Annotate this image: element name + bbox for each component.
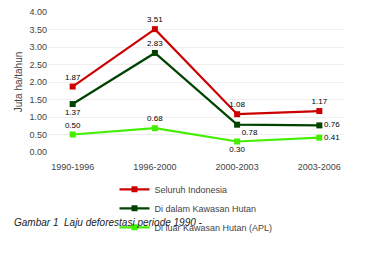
svg-text:Juta ha/tahun: Juta ha/tahun bbox=[13, 52, 24, 113]
svg-text:4.00: 4.00 bbox=[29, 7, 47, 17]
svg-text:1.17: 1.17 bbox=[312, 97, 328, 106]
svg-text:0.68: 0.68 bbox=[147, 114, 163, 123]
svg-text:0.78: 0.78 bbox=[242, 128, 258, 137]
svg-text:2.00: 2.00 bbox=[29, 77, 47, 87]
svg-text:1996-2000: 1996-2000 bbox=[133, 162, 176, 172]
svg-text:Di luar Kawasan Hutan (APL): Di luar Kawasan Hutan (APL) bbox=[155, 223, 273, 233]
svg-text:0.76: 0.76 bbox=[324, 120, 340, 129]
svg-text:0.41: 0.41 bbox=[324, 133, 340, 142]
svg-text:1.00: 1.00 bbox=[29, 112, 47, 122]
svg-text:1.37: 1.37 bbox=[65, 108, 81, 117]
svg-text:0.00: 0.00 bbox=[29, 147, 47, 157]
svg-text:1.50: 1.50 bbox=[29, 95, 47, 105]
svg-text:0.50: 0.50 bbox=[29, 130, 47, 140]
svg-text:2003-2006: 2003-2006 bbox=[298, 162, 341, 172]
svg-text:2.83: 2.83 bbox=[147, 39, 163, 48]
svg-text:Di dalam Kawasan Hutan: Di dalam Kawasan Hutan bbox=[155, 204, 257, 214]
svg-text:0.30: 0.30 bbox=[229, 145, 245, 154]
svg-text:2.50: 2.50 bbox=[29, 60, 47, 70]
svg-text:1.08: 1.08 bbox=[229, 100, 245, 109]
svg-text:0.50: 0.50 bbox=[65, 121, 81, 130]
svg-text:Seluruh Indonesia: Seluruh Indonesia bbox=[155, 185, 228, 195]
svg-text:2000-2003: 2000-2003 bbox=[216, 162, 259, 172]
svg-text:3.51: 3.51 bbox=[147, 15, 163, 24]
svg-text:1.87: 1.87 bbox=[65, 73, 81, 82]
svg-text:Gambar 1 Laju deforestasi per: Gambar 1 Laju deforestasi periode 1990 - bbox=[14, 217, 203, 228]
svg-text:3.00: 3.00 bbox=[29, 42, 47, 52]
svg-text:1990-1996: 1990-1996 bbox=[51, 162, 94, 172]
svg-text:3.50: 3.50 bbox=[29, 25, 47, 35]
